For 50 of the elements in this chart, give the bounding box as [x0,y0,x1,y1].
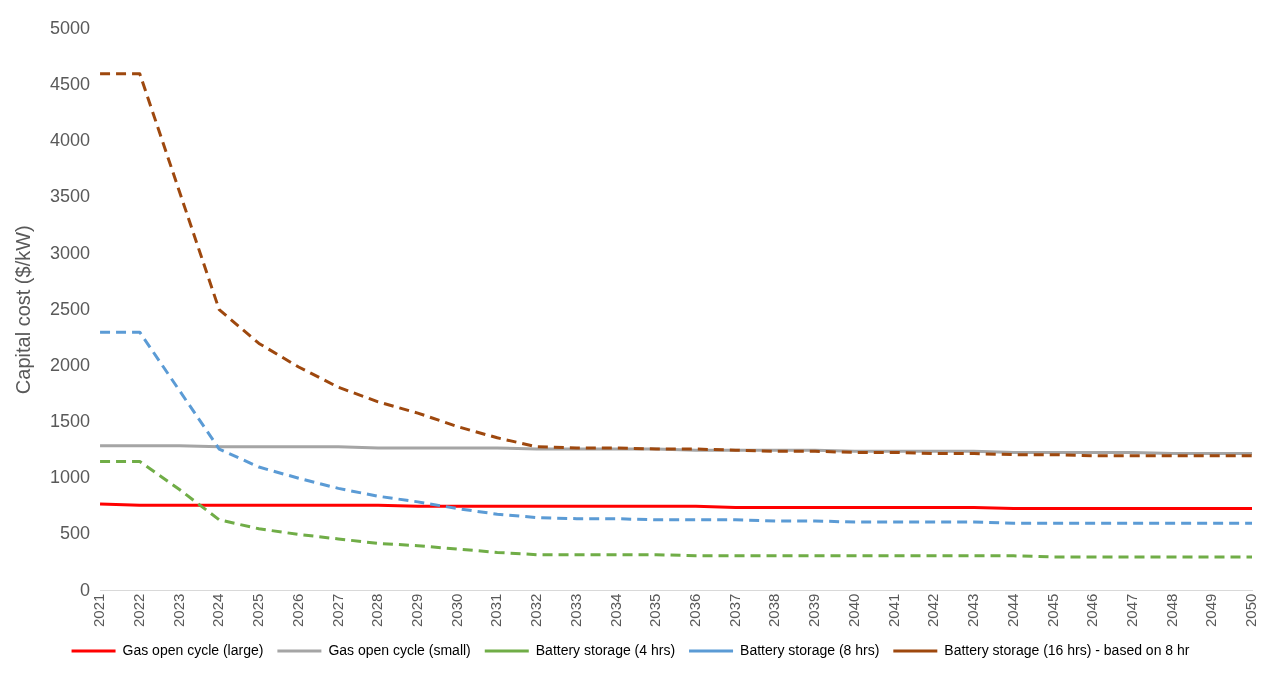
x-tick-label: 2032 [527,593,545,628]
line-series [98,330,1254,525]
y-tick-label: 1500 [50,411,91,432]
x-tick-label: 2049 [1202,593,1220,628]
y-tick-label: 3000 [50,242,91,263]
y-tick-label: 4000 [50,130,91,151]
x-tick-label: 2047 [1122,593,1140,628]
line-series [98,459,1254,559]
x-tick-label: 2027 [328,593,346,628]
y-tick-label: 4500 [50,73,91,94]
y-tick-label: 2500 [50,298,91,319]
x-tick-label: 2044 [1003,593,1021,628]
x-tick-label: 2041 [884,593,902,628]
x-tick-label: 2023 [169,593,187,628]
y-tick-label: 2000 [50,354,91,375]
x-tick-label: 2050 [1242,593,1260,628]
x-tick-label: 2028 [368,593,386,628]
y-tick-label: 3500 [50,186,91,207]
x-tick-label: 2038 [765,593,783,628]
y-tick-label: 5000 [50,17,91,38]
legend-label: Battery storage (4 hrs) [535,641,676,658]
x-tick-label: 2034 [606,593,624,628]
x-tick-label: 2037 [725,593,743,628]
x-tick-label: 2021 [90,593,108,628]
y-tick-label: 1000 [50,467,91,488]
legend-label: Battery storage (16 hrs) - based on 8 hr [944,641,1190,658]
legend-label: Gas open cycle (large) [122,641,264,658]
y-tick-label: 500 [60,523,91,544]
y-axis-title: Capital cost ($/kW) [11,225,34,395]
x-tick-label: 2042 [924,593,942,628]
x-tick-label: 2048 [1162,593,1180,628]
x-tick-label: 2026 [288,593,306,628]
x-tick-label: 2025 [249,593,267,628]
legend-label: Battery storage (8 hrs) [740,641,880,658]
y-tick-label: 0 [80,579,91,600]
x-tick-label: 2040 [844,593,862,628]
x-tick-label: 2030 [447,593,465,628]
x-tick-label: 2039 [805,593,823,628]
x-tick-label: 2022 [129,593,147,628]
x-tick-label: 2036 [686,593,704,628]
x-tick-label: 2024 [209,593,227,628]
x-tick-label: 2031 [487,593,505,628]
x-tick-label: 2046 [1083,593,1101,628]
x-tick-label: 2035 [646,593,664,628]
x-tick-label: 2029 [407,593,425,628]
legend-label: Gas open cycle (small) [328,641,471,658]
x-tick-label: 2033 [566,593,584,628]
x-tick-label: 2043 [964,593,982,628]
x-tick-label: 2045 [1043,593,1061,628]
line-series [98,72,1254,458]
